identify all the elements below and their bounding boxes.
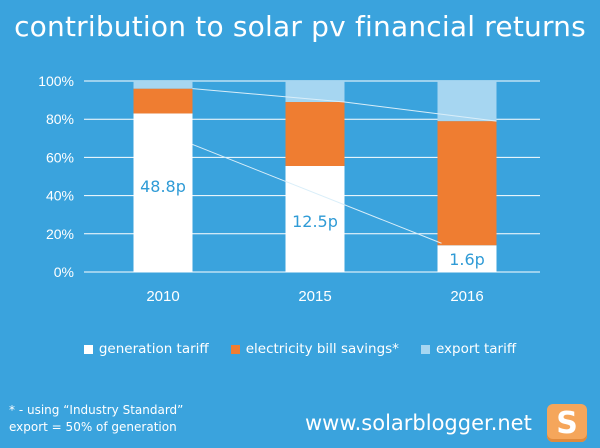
y-tick-label: 100% (38, 73, 74, 89)
y-tick-label: 80% (46, 111, 74, 127)
bar-segment (285, 81, 345, 103)
legend-swatch (83, 344, 93, 354)
bar-segment (437, 245, 497, 272)
chart-title: contribution to solar pv financial retur… (14, 10, 586, 43)
footnote-line-1: * - using “Industry Standard” (9, 403, 184, 417)
legend-item: generation tariff (83, 341, 209, 357)
y-tick-label: 0% (54, 264, 74, 280)
logo-letter: S (556, 405, 578, 441)
bar-segment (133, 81, 193, 89)
footnote-line-2: export = 50% of generation (9, 420, 177, 434)
y-tick-label: 20% (46, 226, 74, 242)
footnote: * - using “Industry Standard” export = 5… (9, 402, 183, 436)
trend-line-bill-savings (192, 88, 497, 122)
bar-segment (133, 88, 193, 114)
legend-item: electricity bill savings* (230, 341, 399, 357)
stacked-bar-chart: 0% 20% 40% 60% 80% 100% 2010 2015 2016 48.8p 12.5p… (38, 73, 540, 305)
trend-line-generation (192, 144, 442, 244)
legend: generation tariff electricity bill saving… (0, 341, 600, 357)
legend-label: generation tariff (98, 341, 209, 357)
y-tick-label: 60% (46, 149, 74, 165)
website-url[interactable]: www.solarblogger.net (305, 411, 532, 435)
x-category-label: 2016 (450, 288, 483, 305)
x-category-label: 2015 (298, 288, 331, 305)
y-tick-label: 40% (46, 188, 74, 204)
legend-swatch (230, 344, 240, 354)
data-label: 12.5p (292, 212, 338, 231)
bar-segment (285, 165, 345, 272)
solarblogger-logo[interactable]: S (547, 404, 587, 442)
data-label: 1.6p (449, 250, 485, 269)
legend-item: export tariff (420, 341, 517, 357)
legend-label: export tariff (435, 341, 517, 357)
bar-segment (285, 102, 345, 166)
bar-segment (437, 81, 497, 122)
x-category-label: 2010 (146, 288, 179, 305)
data-label: 48.8p (140, 177, 186, 196)
bar-segment (437, 121, 497, 246)
bar-segment (133, 113, 193, 272)
legend-swatch (420, 344, 430, 354)
legend-label: electricity bill savings* (245, 341, 399, 357)
